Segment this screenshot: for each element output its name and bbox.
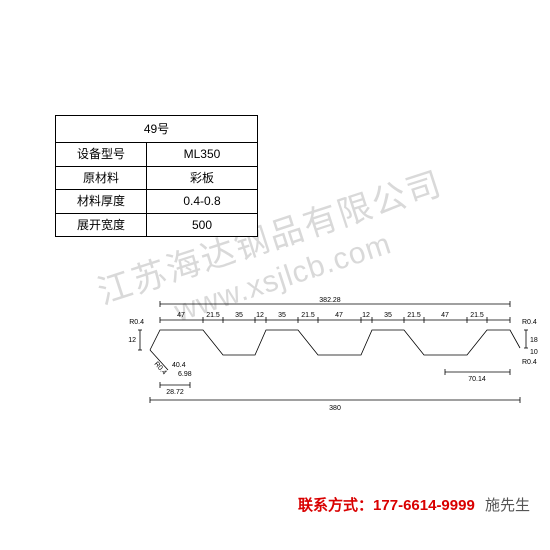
dim-seg: 12 <box>362 312 370 319</box>
dim-seg: 21.5 <box>206 312 220 319</box>
spec-row: 材料厚度 0.4-0.8 <box>56 190 258 213</box>
spec-label: 材料厚度 <box>56 190 147 213</box>
dim-top-span: 382.28 <box>319 297 341 304</box>
dim-overall: 380 <box>329 405 341 412</box>
dim-right-horiz: 70.14 <box>468 376 486 383</box>
dim-seg: 35 <box>384 312 392 319</box>
profile-path <box>150 330 520 355</box>
spec-title: 49号 <box>56 116 258 143</box>
spec-label: 展开宽度 <box>56 213 147 236</box>
dim-seg: 21.5 <box>470 312 484 319</box>
spec-title-row: 49号 <box>56 116 258 143</box>
dim-seg: 47 <box>177 312 185 319</box>
contact-person: 施先生 <box>485 497 530 514</box>
spec-value: ML350 <box>147 143 258 166</box>
dim-seg: 35 <box>278 312 286 319</box>
dim-seg: 21.5 <box>301 312 315 319</box>
dim-seg: 47 <box>335 312 343 319</box>
spec-label: 原材料 <box>56 166 147 189</box>
canvas: 江苏海达钢品有限公司 www.xsjlcb.com 49号 设备型号 ML350… <box>0 0 550 550</box>
dim-right-vert2: 10 <box>530 349 538 356</box>
dim-left-horiz: 28.72 <box>166 389 184 396</box>
spec-row: 展开宽度 500 <box>56 213 258 236</box>
dim-left-leader: R0.4 <box>129 319 144 326</box>
contact-label: 联系方式： <box>298 497 373 514</box>
spec-table: 49号 设备型号 ML350 原材料 彩板 材料厚度 0.4-0.8 展开宽度 … <box>55 115 258 237</box>
dim-left-vert: 12 <box>128 337 136 344</box>
dim-right-vert1: 18 <box>530 337 538 344</box>
contact-line: 联系方式：177-6614-9999 施先生 <box>298 494 530 515</box>
spec-value: 彩板 <box>147 166 258 189</box>
spec-value: 500 <box>147 213 258 236</box>
spec-value: 0.4-0.8 <box>147 190 258 213</box>
profile-drawing: 382.28 47 21.5 <box>150 300 530 420</box>
dim-left-diag: 40.4 <box>172 362 186 369</box>
dim-seg: 47 <box>441 312 449 319</box>
spec-label: 设备型号 <box>56 143 147 166</box>
dim-right-small: R0.4 <box>522 359 537 366</box>
spec-row: 原材料 彩板 <box>56 166 258 189</box>
dim-right-leader: R0.4 <box>522 319 537 326</box>
dim-seg: 35 <box>235 312 243 319</box>
dim-left-small: R0.4 <box>153 361 168 377</box>
profile-svg: 382.28 47 21.5 <box>150 300 530 420</box>
dim-seg: 12 <box>256 312 264 319</box>
dim-left-ext: 6.98 <box>178 371 192 378</box>
spec-row: 设备型号 ML350 <box>56 143 258 166</box>
contact-phone: 177-6614-9999 <box>373 497 475 514</box>
dim-seg: 21.5 <box>407 312 421 319</box>
